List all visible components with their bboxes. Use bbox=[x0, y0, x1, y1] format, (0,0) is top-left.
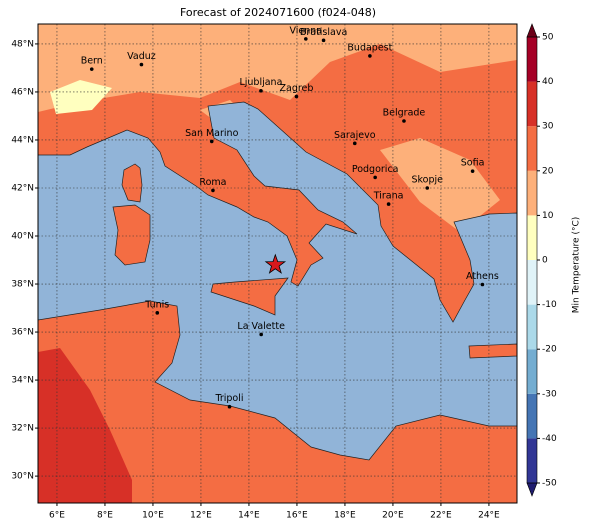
colorbar-tick-label: 0 bbox=[542, 256, 548, 266]
y-tick-label: 44°N bbox=[11, 135, 34, 145]
x-tick-label: 18°E bbox=[334, 511, 356, 521]
event-marker bbox=[264, 253, 287, 274]
colorbar-band bbox=[527, 260, 537, 305]
sicily bbox=[210, 277, 289, 316]
city-dot bbox=[480, 282, 485, 287]
y-tick-label: 40°N bbox=[11, 232, 34, 242]
colorbar-band bbox=[527, 170, 537, 216]
crete bbox=[468, 343, 517, 359]
colorbar-band bbox=[527, 215, 537, 260]
city-label: Bern bbox=[81, 56, 103, 67]
colorbar-label: Min Temperature (°C) bbox=[572, 217, 582, 314]
colorbar-band bbox=[527, 81, 537, 127]
city-dot bbox=[352, 141, 357, 146]
colorbar-band bbox=[527, 126, 537, 171]
grid bbox=[38, 24, 517, 503]
city-dot bbox=[321, 38, 326, 43]
city-label: Vienna bbox=[289, 25, 322, 36]
city-label: Bratislava bbox=[300, 27, 347, 38]
city-dot bbox=[209, 139, 214, 144]
colorbar: -50 -40 -30 -20 -10 0 10 20 30 40 50 bbox=[526, 23, 557, 497]
y-tick-label: 34°N bbox=[11, 376, 34, 386]
city-label: Skopje bbox=[411, 174, 443, 185]
map-frame bbox=[37, 23, 518, 504]
x-tick-label: 22°E bbox=[430, 511, 452, 521]
city-label: Athens bbox=[466, 271, 499, 282]
colorbar-tick-label: -30 bbox=[542, 389, 557, 399]
y-tick-label: 32°N bbox=[11, 424, 34, 434]
x-tick-label: 12°E bbox=[190, 511, 212, 521]
city-dot bbox=[259, 88, 263, 93]
colorbar-band bbox=[527, 393, 537, 439]
y-tick-label: 46°N bbox=[11, 87, 34, 97]
city-label: La Valette bbox=[237, 321, 285, 332]
city-dot bbox=[294, 94, 299, 99]
x-tick-label: 20°E bbox=[382, 511, 404, 521]
colorbar-band bbox=[527, 438, 537, 483]
hot-region bbox=[38, 348, 132, 503]
colorbar-tick-label: 10 bbox=[542, 211, 554, 221]
colorbar-tick-label: 30 bbox=[542, 122, 554, 132]
city-label: Vaduz bbox=[127, 51, 156, 62]
x-tick-label: 24°E bbox=[478, 511, 500, 521]
city-label: San Marino bbox=[185, 128, 238, 139]
colorbar-over bbox=[526, 23, 538, 38]
y-tick-label: 36°N bbox=[11, 328, 34, 338]
city-label: Tripoli bbox=[214, 393, 243, 404]
sardinia bbox=[112, 204, 151, 266]
city-dot bbox=[89, 67, 94, 71]
city-dot bbox=[402, 119, 406, 123]
city-dot bbox=[139, 62, 144, 67]
city-dot bbox=[211, 188, 215, 193]
warm-region bbox=[38, 24, 517, 112]
y-tick-label: 42°N bbox=[11, 183, 34, 193]
colorbar-tick-label: -10 bbox=[542, 300, 557, 310]
city-label: Budapest bbox=[347, 42, 392, 53]
x-tick-label: 16°E bbox=[286, 511, 308, 521]
cool-region bbox=[50, 80, 112, 114]
city-label: Ljubljana bbox=[239, 77, 282, 88]
axes: 6°E 8°E 10°E 12°E 14°E 16°E 18°E 20°E 22°E 24°E 30… bbox=[11, 39, 500, 520]
city-label: Roma bbox=[199, 177, 226, 188]
x-tick-label: 14°E bbox=[238, 511, 260, 521]
y-tick-label: 48°N bbox=[11, 39, 34, 49]
colorbar-band bbox=[527, 349, 537, 394]
colorbar-tick-label: 20 bbox=[542, 166, 554, 176]
colorbar-tick-label: 50 bbox=[542, 33, 554, 43]
colorbar-band bbox=[527, 37, 537, 82]
colorbar-under bbox=[526, 482, 538, 497]
city-dot bbox=[470, 169, 475, 173]
city-dot bbox=[304, 37, 308, 41]
city-dot bbox=[425, 186, 430, 190]
colorbar-tick-label: -50 bbox=[542, 479, 557, 489]
colorbar-band bbox=[527, 304, 537, 350]
y-tick-label: 38°N bbox=[11, 280, 34, 290]
city-label: Tunis bbox=[144, 299, 169, 310]
city-label: Tirana bbox=[373, 191, 404, 202]
x-tick-label: 6°E bbox=[49, 511, 65, 521]
colorbar-tick-label: 40 bbox=[542, 77, 554, 87]
city-label: Belgrade bbox=[383, 108, 426, 119]
colorbar-tick-label: -40 bbox=[542, 434, 557, 444]
city-dot bbox=[259, 332, 263, 337]
city-label: Sarajevo bbox=[334, 130, 376, 141]
corsica bbox=[121, 163, 143, 203]
city-dot bbox=[227, 404, 232, 409]
city-dot bbox=[368, 54, 372, 58]
city-label: Sofia bbox=[461, 158, 485, 169]
city-dot bbox=[155, 311, 160, 315]
warm-region bbox=[380, 138, 500, 232]
city-label: Zagreb bbox=[279, 83, 313, 94]
x-tick-label: 8°E bbox=[97, 511, 113, 521]
colorbar-tick-label: -20 bbox=[542, 345, 557, 355]
x-tick-label: 10°E bbox=[142, 511, 164, 521]
city-label: Podgorica bbox=[352, 164, 399, 175]
y-tick-label: 30°N bbox=[11, 472, 34, 482]
city-dot bbox=[386, 202, 391, 206]
city-dot bbox=[373, 175, 377, 180]
map-title: Forecast of 2024071600 (f024-048) bbox=[180, 6, 376, 19]
